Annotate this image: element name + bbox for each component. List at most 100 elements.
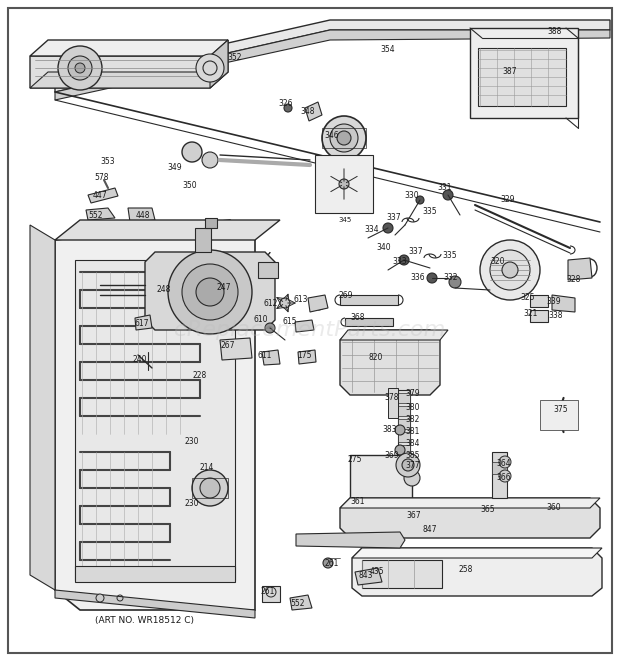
Text: 331: 331	[438, 184, 452, 192]
Text: 320: 320	[491, 258, 505, 266]
Circle shape	[443, 190, 453, 200]
Circle shape	[396, 453, 420, 477]
Bar	[258, 262, 278, 278]
Text: 847: 847	[423, 525, 437, 535]
Text: 275: 275	[348, 455, 362, 465]
Text: 435: 435	[370, 568, 384, 576]
Polygon shape	[55, 20, 610, 92]
Polygon shape	[340, 498, 600, 508]
Text: 387: 387	[503, 67, 517, 77]
Bar	[195, 228, 211, 252]
Polygon shape	[128, 208, 155, 222]
Circle shape	[416, 196, 424, 204]
Polygon shape	[568, 258, 592, 280]
Polygon shape	[296, 532, 405, 548]
Circle shape	[383, 223, 393, 233]
Text: 335: 335	[443, 251, 458, 260]
Text: 240: 240	[133, 356, 148, 364]
Polygon shape	[30, 225, 55, 590]
Text: 385: 385	[405, 451, 420, 459]
Circle shape	[200, 478, 220, 498]
Text: 333: 333	[392, 258, 407, 266]
Text: 610: 610	[254, 315, 268, 325]
Polygon shape	[352, 548, 602, 558]
Bar	[315, 155, 373, 213]
Circle shape	[284, 104, 292, 112]
Text: 383: 383	[383, 426, 397, 434]
Circle shape	[399, 255, 409, 265]
Circle shape	[96, 594, 104, 602]
Text: 350: 350	[183, 182, 197, 190]
Circle shape	[330, 124, 358, 152]
Circle shape	[192, 470, 228, 506]
Text: 269: 269	[339, 290, 353, 299]
Text: 261: 261	[325, 559, 339, 568]
Text: 329: 329	[501, 196, 515, 204]
Bar	[398, 406, 410, 416]
Text: 448: 448	[136, 210, 150, 219]
Text: 267: 267	[221, 340, 235, 350]
Polygon shape	[210, 40, 228, 88]
Bar	[398, 445, 410, 455]
Text: 258: 258	[459, 566, 473, 574]
Text: 332: 332	[444, 274, 458, 282]
Polygon shape	[552, 295, 575, 312]
Text: 338: 338	[549, 311, 563, 321]
Bar	[398, 432, 410, 442]
Circle shape	[280, 298, 290, 308]
Circle shape	[58, 46, 102, 90]
Bar	[75, 566, 235, 582]
Circle shape	[182, 142, 202, 162]
Text: 361: 361	[351, 498, 365, 506]
Bar	[362, 560, 442, 588]
Circle shape	[337, 131, 351, 145]
Circle shape	[402, 459, 414, 471]
Polygon shape	[30, 40, 228, 56]
Circle shape	[182, 264, 238, 320]
Circle shape	[499, 470, 511, 482]
Circle shape	[196, 278, 224, 306]
Circle shape	[323, 558, 333, 568]
Polygon shape	[30, 72, 228, 88]
Polygon shape	[355, 568, 382, 585]
Text: 334: 334	[365, 225, 379, 235]
Text: 248: 248	[157, 286, 171, 295]
Polygon shape	[290, 595, 312, 610]
Text: 552: 552	[89, 210, 104, 219]
Bar	[398, 393, 410, 403]
Text: 175: 175	[297, 352, 311, 360]
Polygon shape	[55, 30, 610, 100]
Text: 352: 352	[228, 54, 242, 63]
Text: 382: 382	[406, 416, 420, 424]
Bar	[492, 462, 507, 474]
Text: 369: 369	[384, 451, 399, 459]
Text: 214: 214	[200, 463, 214, 473]
Bar	[530, 295, 548, 307]
Text: 337: 337	[387, 214, 401, 223]
Text: 388: 388	[548, 28, 562, 36]
Text: 843: 843	[359, 572, 373, 580]
Polygon shape	[86, 208, 115, 220]
Bar	[470, 28, 578, 118]
Polygon shape	[305, 102, 322, 121]
Circle shape	[553, 410, 563, 420]
Polygon shape	[295, 320, 314, 332]
Text: 613: 613	[294, 295, 308, 305]
Text: 326: 326	[279, 100, 293, 108]
Text: 578: 578	[95, 173, 109, 182]
Polygon shape	[352, 548, 602, 596]
Circle shape	[499, 456, 511, 468]
Bar	[340, 295, 398, 305]
Circle shape	[202, 152, 218, 168]
Polygon shape	[30, 40, 228, 88]
Text: 367: 367	[407, 512, 422, 520]
Text: 617: 617	[135, 319, 149, 327]
Bar	[540, 400, 578, 430]
Circle shape	[502, 262, 518, 278]
Text: 353: 353	[100, 157, 115, 167]
Text: 354: 354	[381, 46, 396, 54]
Circle shape	[395, 425, 405, 435]
Polygon shape	[308, 295, 328, 312]
Text: 615: 615	[283, 317, 297, 327]
Text: 230: 230	[185, 438, 199, 446]
